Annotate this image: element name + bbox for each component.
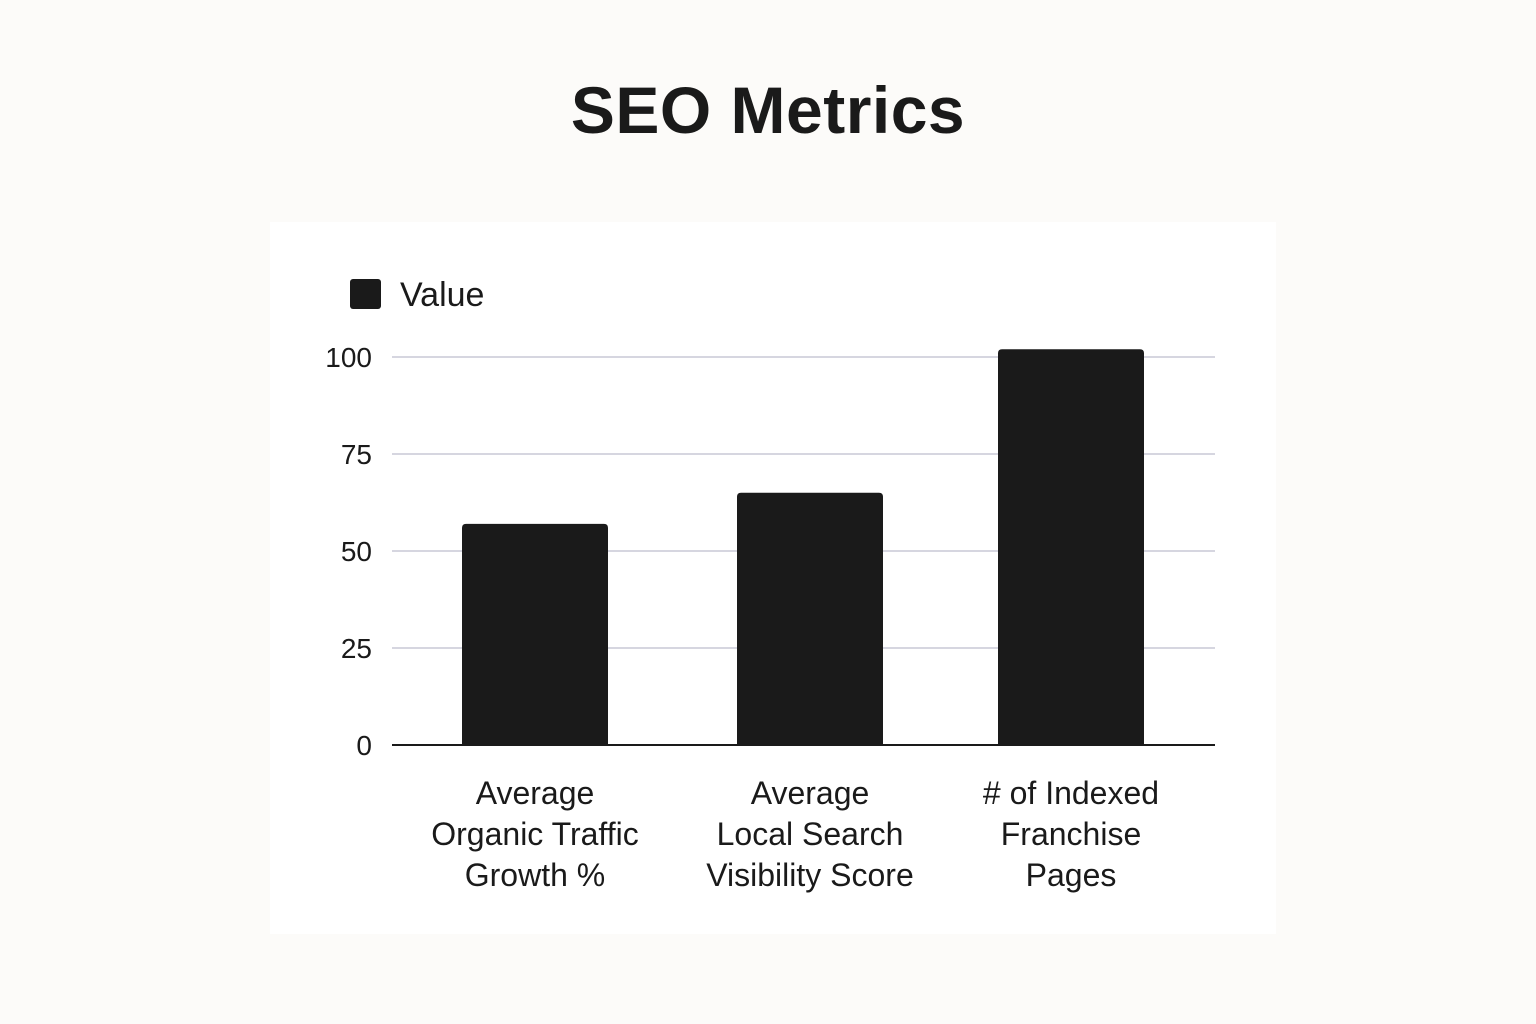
y-tick-label: 100 bbox=[325, 342, 372, 373]
x-category-label: Average bbox=[751, 775, 870, 811]
bar-2 bbox=[737, 492, 883, 745]
x-category-label: Franchise bbox=[1001, 816, 1142, 852]
bars bbox=[462, 349, 1144, 745]
bar-1 bbox=[462, 523, 608, 745]
y-tick-label: 50 bbox=[341, 536, 372, 567]
x-category-label: # of Indexed bbox=[983, 775, 1159, 811]
legend-swatch-value bbox=[350, 279, 381, 309]
x-category-label: Organic Traffic bbox=[431, 816, 638, 852]
x-category-label: Growth % bbox=[465, 857, 605, 893]
chart-title: SEO Metrics bbox=[570, 73, 966, 147]
x-category-label: Pages bbox=[1026, 857, 1117, 893]
x-category-label: Visibility Score bbox=[706, 857, 913, 893]
y-tick-label: 25 bbox=[341, 633, 372, 664]
x-category-label: Local Search bbox=[717, 816, 904, 852]
x-category-label: Average bbox=[476, 775, 595, 811]
y-tick-label: 0 bbox=[356, 730, 372, 761]
legend-label-value: Value bbox=[400, 276, 484, 314]
x-axis-labels: Average Organic Traffic Growth % Average Loc… bbox=[431, 775, 1159, 893]
y-tick-label: 75 bbox=[341, 439, 372, 470]
bar-3 bbox=[998, 349, 1144, 745]
y-axis-ticks: 0 25 50 75 100 bbox=[325, 342, 372, 761]
legend: Value bbox=[350, 276, 484, 314]
